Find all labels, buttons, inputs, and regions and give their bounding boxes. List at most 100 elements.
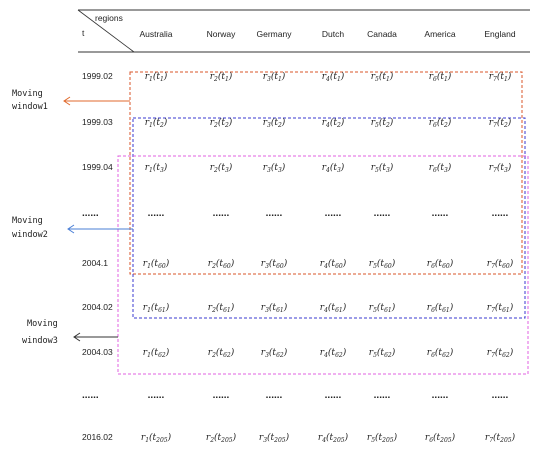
cell-value: r5(t205) (367, 432, 398, 444)
cell-ellipsis: ...... (325, 390, 342, 401)
cell-value: r3(t60) (261, 258, 288, 270)
header-diagonal (77, 9, 135, 53)
header-t-label: t (82, 28, 85, 38)
cell-value: r6(t1) (429, 71, 452, 83)
moving-window3-annotation: Moving window3 (22, 319, 118, 346)
cell-value: r2(t60) (208, 258, 235, 270)
column-header-canada: Canada (367, 29, 397, 39)
column-header-australia: Australia (139, 29, 172, 39)
cell-value: r7(t62) (487, 347, 514, 359)
cell-value: r4(t205) (318, 432, 349, 444)
cell-ellipsis: ...... (325, 208, 342, 219)
row-label: 2004.1 (82, 258, 108, 268)
cell-value: r6(t2) (429, 117, 452, 129)
moving-window1-box (129, 71, 523, 275)
data-cells: r1(t1) r2(t1) r3(t1) r4(t1) r5(t1) r6(t1) r7(t… (141, 71, 516, 444)
cell-value: r5(t61) (369, 302, 396, 314)
header-regions-label: regions (95, 13, 123, 23)
row-label: 1999.04 (82, 162, 113, 172)
moving-window1-arrowhead (63, 96, 71, 106)
moving-window2-label-line1: Moving (12, 216, 43, 226)
cell-value: r1(t1) (145, 71, 168, 83)
cell-value: r4(t61) (320, 302, 347, 314)
cell-value: r4(t62) (320, 347, 347, 359)
cell-ellipsis: ...... (432, 390, 449, 401)
column-header-america: America (424, 29, 455, 39)
row-label: 2004.03 (82, 347, 113, 357)
row-label: ...... (82, 390, 99, 401)
column-header-england: England (484, 29, 515, 39)
column-header-norway: Norway (207, 29, 237, 39)
cell-value: r4(t1) (322, 71, 345, 83)
row-label: 2004.02 (82, 302, 113, 312)
row-label: 1999.03 (82, 117, 113, 127)
cell-value: r2(t2) (210, 117, 233, 129)
cell-value: r4(t60) (320, 258, 347, 270)
cell-value: r2(t61) (208, 302, 235, 314)
row-labels: 1999.02 1999.03 1999.04...... 2004.1 2004.02… (82, 71, 113, 442)
moving-window3-arrowhead (73, 332, 81, 342)
cell-value: r6(t3) (429, 162, 452, 174)
cell-value: r6(t205) (425, 432, 456, 444)
cell-value: r3(t62) (261, 347, 288, 359)
cell-value: r5(t60) (369, 258, 396, 270)
cell-value: r1(t62) (143, 347, 170, 359)
cell-value: r6(t61) (427, 302, 454, 314)
cell-value: r7(t2) (489, 117, 512, 129)
cell-value: r2(t62) (208, 347, 235, 359)
row-label: 2016.02 (82, 432, 113, 442)
cell-ellipsis: ...... (266, 390, 283, 401)
moving-window2-arrowhead (67, 224, 75, 234)
cell-value: r2(t1) (210, 71, 233, 83)
cell-value: r4(t2) (322, 117, 345, 129)
cell-value: r5(t1) (371, 71, 394, 83)
cell-value: r5(t3) (371, 162, 394, 174)
cell-value: r3(t2) (263, 117, 286, 129)
moving-window3-box (117, 155, 529, 375)
cell-value: r7(t60) (487, 258, 514, 270)
column-headers: Australia Norway Germany Dutch Canada America… (139, 29, 515, 39)
cell-value: r5(t2) (371, 117, 394, 129)
cell-ellipsis: ...... (492, 208, 509, 219)
moving-window2-box (132, 117, 526, 319)
moving-window1-label-line1: Moving (12, 89, 43, 99)
cell-value: r2(t205) (206, 432, 237, 444)
cell-ellipsis: ...... (432, 208, 449, 219)
moving-window2-annotation: Moving window2 (12, 216, 133, 240)
cell-value: r7(t205) (485, 432, 516, 444)
cell-ellipsis: ...... (213, 390, 230, 401)
moving-window1-annotation: Moving window1 (12, 89, 130, 112)
cell-value: r2(t3) (210, 162, 233, 174)
cell-value: r7(t3) (489, 162, 512, 174)
cell-value: r6(t62) (427, 347, 454, 359)
cell-value: r1(t60) (143, 258, 170, 270)
cell-value: r7(t61) (487, 302, 514, 314)
cell-value: r3(t1) (263, 71, 286, 83)
cell-ellipsis: ...... (492, 390, 509, 401)
cell-value: r1(t205) (141, 432, 172, 444)
cell-value: r1(t3) (145, 162, 168, 174)
cell-ellipsis: ...... (148, 208, 165, 219)
cell-ellipsis: ...... (374, 390, 391, 401)
cell-value: r1(t2) (145, 117, 168, 129)
cell-value: r7(t1) (489, 71, 512, 83)
cell-ellipsis: ...... (148, 390, 165, 401)
moving-window3-label-line2: window3 (22, 336, 58, 346)
cell-value: r1(t61) (143, 302, 170, 314)
moving-window1-label-line2: window1 (12, 102, 48, 112)
moving-window2-label-line2: window2 (12, 230, 48, 240)
cell-value: r6(t60) (427, 258, 454, 270)
cell-ellipsis: ...... (266, 208, 283, 219)
cell-value: r5(t62) (369, 347, 396, 359)
column-header-germany: Germany (257, 29, 293, 39)
column-header-dutch: Dutch (322, 29, 344, 39)
cell-value: r3(t3) (263, 162, 286, 174)
row-label: ...... (82, 208, 99, 219)
cell-value: r3(t205) (259, 432, 290, 444)
cell-ellipsis: ...... (374, 208, 391, 219)
moving-window3-label-line1: Moving (27, 319, 58, 329)
cell-ellipsis: ...... (213, 208, 230, 219)
row-label: 1999.02 (82, 71, 113, 81)
cell-value: r3(t61) (261, 302, 288, 314)
